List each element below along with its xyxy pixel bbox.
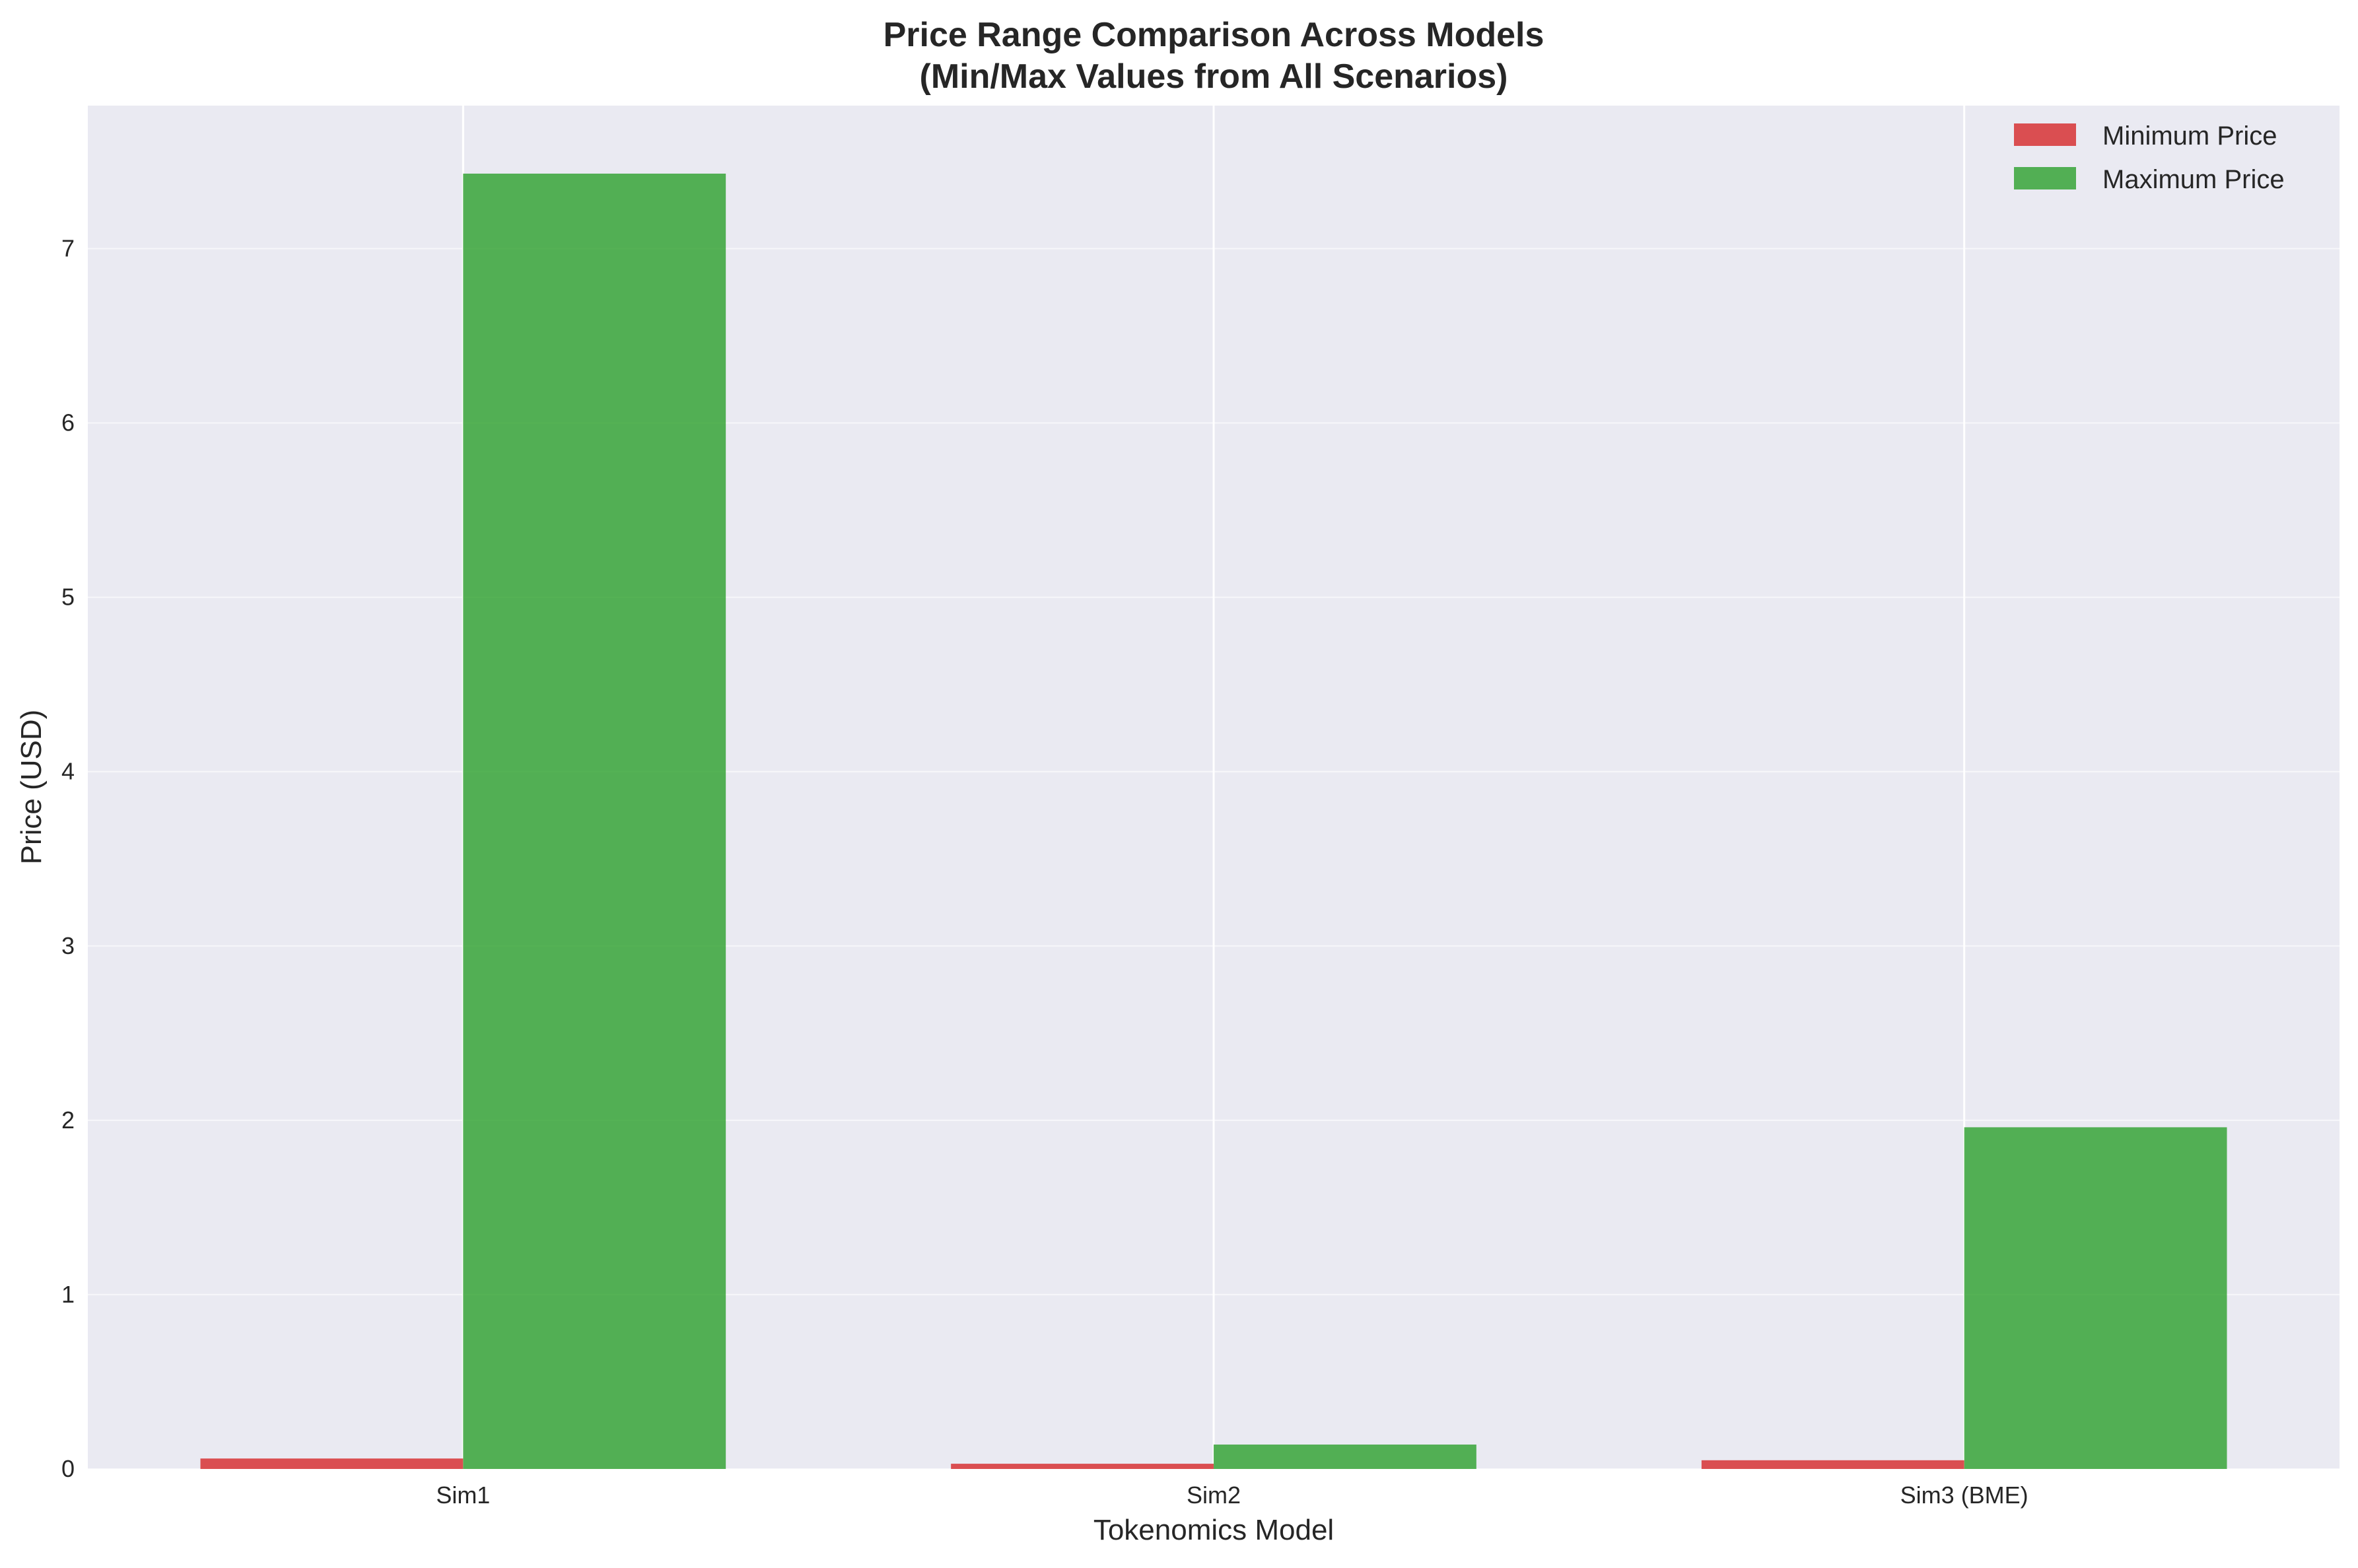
y-tick-label: 6 bbox=[61, 409, 75, 436]
max-price-bar-2 bbox=[1214, 1445, 1476, 1469]
min-price-bar-2 bbox=[951, 1464, 1214, 1469]
legend: Minimum Price Maximum Price bbox=[2014, 121, 2285, 194]
y-tick-labels: 0 1 2 3 4 5 6 7 bbox=[61, 235, 75, 1482]
y-tick-label: 5 bbox=[61, 584, 75, 611]
min-price-bar-1 bbox=[200, 1458, 464, 1469]
x-tick-label: Sim2 bbox=[1187, 1482, 1241, 1509]
y-tick-label: 2 bbox=[61, 1107, 75, 1134]
chart-title: Price Range Comparison Across Models bbox=[884, 16, 1544, 54]
y-tick-label: 3 bbox=[61, 932, 75, 959]
x-tick-label: Sim1 bbox=[436, 1482, 490, 1509]
x-axis-label: Tokenomics Model bbox=[1093, 1514, 1334, 1546]
x-tick-label: Sim3 (BME) bbox=[1900, 1482, 2029, 1509]
y-tick-label: 1 bbox=[61, 1281, 75, 1308]
min-price-bar-3 bbox=[1701, 1460, 1964, 1469]
y-tick-label: 0 bbox=[61, 1455, 75, 1482]
legend-label: Maximum Price bbox=[2102, 165, 2285, 194]
x-tick-labels: Sim1 Sim2 Sim3 (BME) bbox=[436, 1482, 2028, 1509]
y-tick-label: 7 bbox=[61, 235, 75, 262]
y-tick-label: 4 bbox=[61, 758, 75, 785]
legend-swatch bbox=[2014, 167, 2076, 189]
max-price-bar-1 bbox=[463, 173, 726, 1469]
max-price-bar-3 bbox=[1964, 1127, 2227, 1469]
bars bbox=[200, 173, 2227, 1469]
chart-subtitle: (Min/Max Values from All Scenarios) bbox=[920, 57, 1508, 96]
legend-label: Minimum Price bbox=[2102, 121, 2277, 151]
legend-swatch bbox=[2014, 123, 2076, 146]
y-axis-label: Price (USD) bbox=[15, 710, 48, 865]
